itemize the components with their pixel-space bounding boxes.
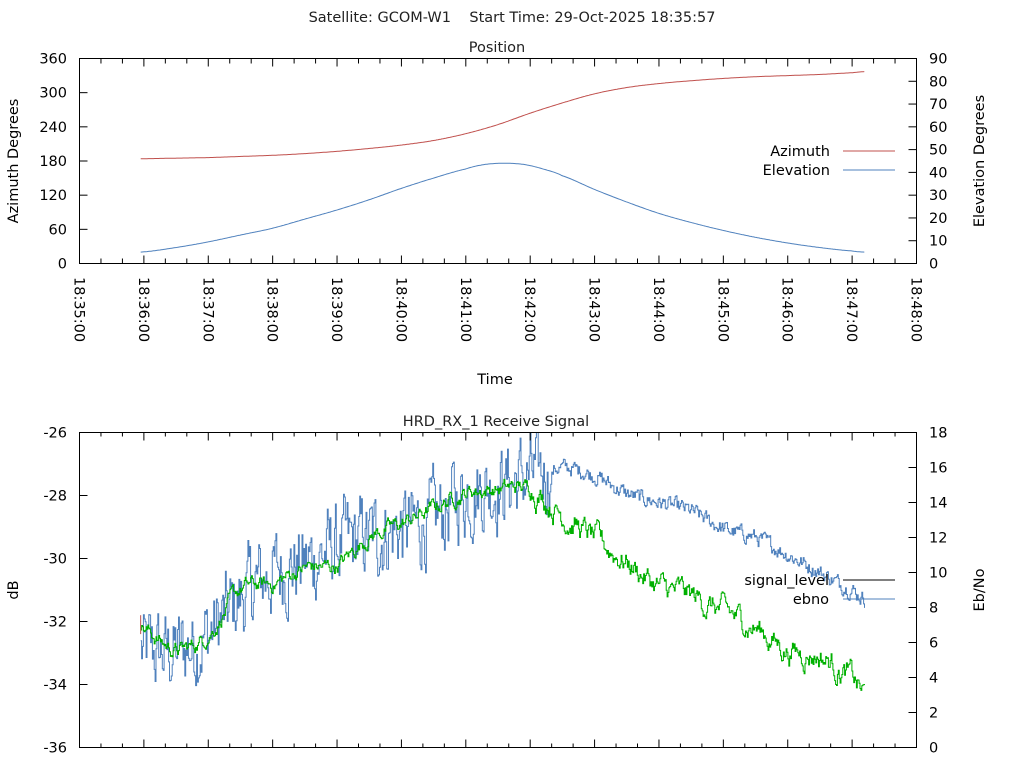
x-tick-label: 18:42:00 [521, 277, 537, 342]
receive-plot-frame [79, 432, 917, 748]
y-tick-label: -28 [43, 489, 67, 505]
y2-tick-label: 18 [929, 426, 947, 442]
y2-tick-label: 0 [929, 257, 938, 273]
position-chart: Position 18:35:00 18:36:00 18:37:00 18:38:0… [6, 40, 988, 388]
y2-tick-label: 60 [929, 120, 947, 136]
x-tick-label: 18:47:00 [843, 277, 859, 342]
position-series-group [140, 71, 865, 253]
x-tick-label: 18:35:00 [71, 277, 87, 342]
legend-elevation-label: Elevation [763, 163, 830, 179]
y-tick-label: -36 [43, 741, 67, 757]
x-tick-label: 18:48:00 [908, 277, 924, 342]
y2-tick-label: 50 [929, 143, 947, 159]
y-tick-label: 300 [39, 86, 67, 102]
y-tick-label: 180 [39, 154, 67, 170]
y2-tick-label: 10 [929, 234, 947, 250]
receive-signal-chart-title: HRD_RX_1 Receive Signal [403, 414, 589, 430]
y2-tick-label: 20 [929, 211, 947, 227]
y-tick-label: 120 [39, 188, 67, 204]
x-tick-label: 18:41:00 [457, 277, 473, 342]
position-plot-frame [79, 58, 917, 264]
db-axis-label: dB [6, 580, 22, 599]
receive-signal-chart: HRD_RX_1 Receive Signal -36-34-32-30-28-… [6, 414, 988, 757]
x-tick-label: 18:46:00 [779, 277, 795, 342]
y-tick-label: -32 [43, 615, 67, 631]
x-tick-label: 18:36:00 [135, 277, 151, 342]
x-tick-label: 18:38:00 [264, 277, 280, 342]
x-tick-label: 18:44:00 [650, 277, 666, 342]
ebno-axis-label: Eb/No [972, 568, 988, 611]
figure-title: Satellite: GCOM-W1 Start Time: 29-Oct-20… [309, 10, 716, 26]
receive-legend: signal_level ebno [744, 573, 895, 608]
time-axis-label: Time [476, 372, 513, 388]
y-tick-label: 60 [49, 222, 67, 238]
y-tick-label: -30 [43, 552, 67, 568]
x-tick-label: 18:40:00 [392, 277, 408, 342]
y2-tick-label: 0 [929, 741, 938, 757]
x-tick-label: 18:37:00 [199, 277, 215, 342]
azimuth-axis-label: Azimuth Degrees [6, 99, 22, 224]
y2-tick-label: 12 [929, 531, 947, 547]
series-azimuth [140, 71, 865, 160]
y2-tick-label: 4 [929, 671, 938, 687]
y2-tick-label: 40 [929, 165, 947, 181]
y-tick-label: 0 [58, 257, 67, 273]
y-tick-label: 240 [39, 120, 67, 136]
y2-tick-label: 30 [929, 188, 947, 204]
y2-tick-label: 6 [929, 636, 938, 652]
y-tick-label: 360 [39, 52, 67, 68]
position-ticks: 18:35:00 18:36:00 18:37:00 18:38:00 18:39:00… [39, 52, 947, 343]
series-elevation [140, 162, 865, 253]
legend-azimuth-label: Azimuth [770, 144, 830, 160]
y2-tick-label: 2 [929, 706, 938, 722]
y2-tick-label: 8 [929, 601, 938, 617]
y2-tick-label: 80 [929, 74, 947, 90]
x-tick-label: 18:45:00 [714, 277, 730, 342]
legend-ebno-label: ebno [793, 592, 829, 608]
elevation-axis-label: Elevation Degrees [972, 95, 988, 227]
receive-series-group [140, 432, 865, 691]
receive-ticks: -36 -34 -32 -30 -28 -26 0 2 4 6 8 10 12 14 16 18 [43, 426, 947, 757]
y-tick-label: -34 [43, 678, 67, 694]
x-tick-label: 18:39:00 [328, 277, 344, 342]
series-signal-level [140, 478, 865, 691]
position-chart-title: Position [469, 40, 525, 56]
y2-tick-label: 10 [929, 566, 947, 582]
position-legend: Azimuth Elevation [763, 144, 895, 179]
y-tick-label: -26 [43, 426, 67, 442]
x-tick-label: 18:43:00 [586, 277, 602, 342]
y2-tick-label: 16 [929, 461, 947, 477]
y2-tick-label: 90 [929, 52, 947, 68]
series-ebno [140, 432, 865, 687]
legend-signal-level-label: signal_level [744, 573, 829, 589]
y2-tick-label: 70 [929, 97, 947, 113]
y2-tick-label: 14 [929, 496, 947, 512]
